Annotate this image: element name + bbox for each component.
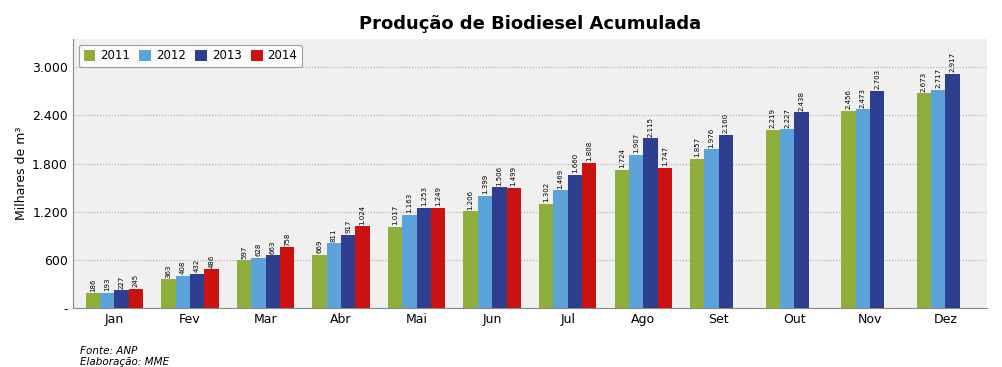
Text: 2.473: 2.473 [860,88,866,108]
Bar [327,243,341,308]
Bar [313,255,327,308]
Text: 1.469: 1.469 [557,168,563,189]
Text: 1.017: 1.017 [392,205,398,225]
Bar [252,258,266,308]
Bar [190,274,204,308]
Bar [266,255,280,308]
Bar [946,74,960,308]
Text: 1.302: 1.302 [543,182,549,202]
Bar [417,208,431,308]
Y-axis label: Milhares de m³: Milhares de m³ [15,127,28,220]
Text: 2.456: 2.456 [846,90,852,109]
Bar [766,130,780,308]
Text: 486: 486 [208,254,214,268]
Bar [842,111,856,308]
Text: 628: 628 [256,243,262,257]
Text: 1.024: 1.024 [360,204,366,225]
Text: 1.808: 1.808 [586,141,592,161]
Bar [643,138,657,308]
Bar [175,276,190,308]
Text: 1.249: 1.249 [435,186,441,206]
Bar [690,159,704,308]
Bar [553,190,568,308]
Text: 227: 227 [118,276,124,289]
Bar [204,269,218,308]
Text: 1.660: 1.660 [572,153,578,173]
Text: 186: 186 [90,279,96,292]
Text: 2.703: 2.703 [874,69,880,90]
Bar [161,279,175,308]
Bar [917,93,931,308]
Bar [114,290,129,308]
Bar [704,149,718,308]
Bar [464,211,478,308]
Text: 1.907: 1.907 [633,133,639,153]
Bar [356,226,370,308]
Bar [236,260,252,308]
Text: 2.917: 2.917 [950,52,956,72]
Text: 669: 669 [317,240,323,253]
Bar [718,135,733,308]
Text: 2.160: 2.160 [723,113,729,133]
Bar [492,187,507,308]
Text: 917: 917 [346,220,352,233]
Text: 2.673: 2.673 [921,72,927,92]
Text: 1.399: 1.399 [482,174,488,195]
Bar [568,175,582,308]
Text: 363: 363 [165,264,171,278]
Text: 1.163: 1.163 [407,193,413,213]
Text: 193: 193 [104,278,110,291]
Text: 811: 811 [331,228,337,242]
Text: 2.219: 2.219 [770,108,776,128]
Text: 2.438: 2.438 [799,91,805,111]
Bar [582,163,596,308]
Text: Fonte: ANP: Fonte: ANP [80,346,137,356]
Bar [870,91,884,308]
Text: 1.506: 1.506 [496,166,502,186]
Bar [402,215,417,308]
Text: 663: 663 [270,240,276,254]
Text: 1.857: 1.857 [694,137,700,157]
Bar [341,235,356,308]
Bar [539,204,553,308]
Text: 408: 408 [179,261,185,274]
Text: 597: 597 [241,246,247,259]
Bar [856,109,870,308]
Bar [507,188,521,308]
Title: Produção de Biodiesel Acumulada: Produção de Biodiesel Acumulada [359,15,701,33]
Text: Elaboração: MME: Elaboração: MME [80,357,169,367]
Text: 1.976: 1.976 [708,128,714,148]
Bar [478,196,492,308]
Bar [931,90,946,308]
Text: 1.253: 1.253 [421,186,427,206]
Text: 1.747: 1.747 [661,146,667,166]
Text: 1.724: 1.724 [619,148,624,168]
Legend: 2011, 2012, 2013, 2014: 2011, 2012, 2013, 2014 [79,45,302,67]
Bar [629,155,643,308]
Bar [431,208,445,308]
Bar [780,129,795,308]
Bar [795,112,809,308]
Text: 1.499: 1.499 [511,166,517,186]
Text: 2.717: 2.717 [935,68,941,88]
Bar [129,289,143,308]
Bar [388,226,402,308]
Bar [100,293,114,308]
Text: 1.206: 1.206 [468,190,474,210]
Text: 432: 432 [194,259,200,272]
Bar [614,170,629,308]
Bar [657,168,672,308]
Text: 245: 245 [133,274,139,287]
Text: 758: 758 [285,233,290,246]
Text: 2.115: 2.115 [647,117,653,137]
Text: 2.227: 2.227 [785,108,791,128]
Bar [86,294,100,308]
Bar [280,247,295,308]
